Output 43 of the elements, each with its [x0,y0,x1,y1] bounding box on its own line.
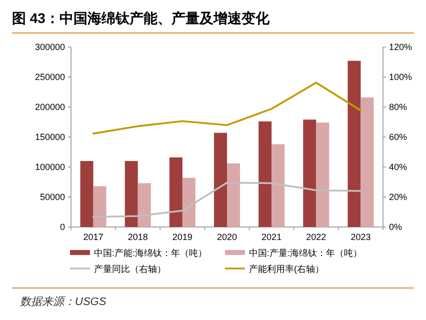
y-tick-label: 300000 [34,42,65,52]
x-tick-label: 2018 [128,232,148,242]
y-tick-label: 0 [60,222,65,232]
legend-label: 产能利用率(右轴） [249,264,324,274]
y-tick-label: 50000 [40,192,65,202]
legend-label: 中国:产量:海绵钛：年（吨） [249,248,362,258]
y2-tick-label: 40% [389,162,408,172]
y2-tick-label: 20% [389,192,408,202]
y2-tick-label: 120% [389,42,412,52]
bar [124,161,138,227]
legend-label: 产量同比（右轴） [94,264,166,274]
x-tick-label: 2017 [83,232,104,242]
bar [214,132,227,227]
y-tick-label: 150000 [34,132,65,142]
chart-title: 图 43：中国海绵钛产能、产量及增速变化 [12,10,270,26]
y2-tick-label: 80% [389,102,408,112]
y-tick-label: 200000 [34,102,65,112]
y2-tick-label: 60% [389,132,408,142]
bar [316,122,330,227]
x-tick-label: 2023 [350,232,371,242]
y2-tick-label: 0% [389,222,402,232]
source-note: 数据来源：USGS [20,295,107,308]
y-tick-label: 100000 [34,162,65,172]
y2-tick-label: 100% [389,72,412,82]
x-tick-label: 2022 [306,232,326,242]
x-tick-label: 2021 [262,232,282,242]
bar [360,97,374,227]
bar [169,157,182,227]
line-series [92,82,362,134]
legend-label: 中国:产能:海绵钛：年（吨） [94,248,208,258]
y-tick-label: 250000 [34,72,65,82]
line-series [92,182,362,218]
x-tick-label: 2019 [172,232,192,242]
bar [138,183,151,227]
bar [227,163,240,227]
bar [303,120,316,227]
bar [182,178,196,227]
bar [272,144,285,227]
x-tick-label: 2020 [216,232,238,242]
bar [348,60,361,227]
bar [258,121,272,227]
bar [80,161,94,227]
bar [93,186,106,227]
